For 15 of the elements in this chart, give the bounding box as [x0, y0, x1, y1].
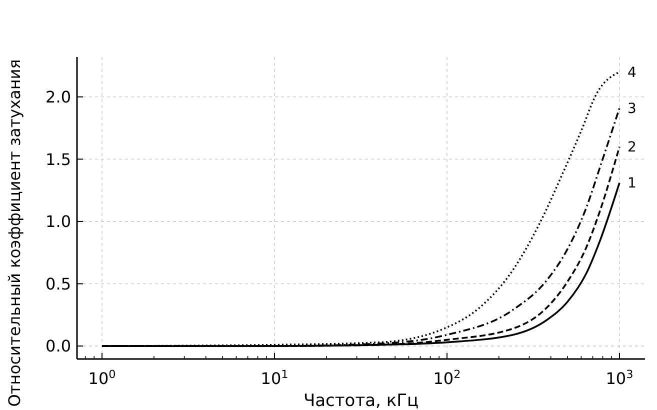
x-tick-label: 10$^{2}$ [433, 368, 461, 388]
x-tick-label: 10$^{0}$ [88, 368, 116, 388]
y-tick-label: 1.0 [46, 212, 71, 232]
series-label: 4 [627, 64, 636, 81]
x-tick-label: 10$^{1}$ [260, 368, 288, 388]
series-label: 1 [627, 176, 636, 192]
y-tick-label: 0.5 [46, 274, 71, 294]
series-label: 2 [627, 140, 636, 156]
y-tick-label: 0.0 [46, 336, 71, 356]
series-label: 3 [627, 100, 636, 117]
x-axis-title: Частота, кГц [303, 391, 419, 410]
y-tick-label: 2.0 [46, 87, 71, 106]
y-tick-label: 1.5 [46, 150, 71, 169]
y-axis-title: Относительный коэффициент затухания [5, 59, 24, 407]
x-tick-label: 10$^{3}$ [606, 368, 634, 388]
